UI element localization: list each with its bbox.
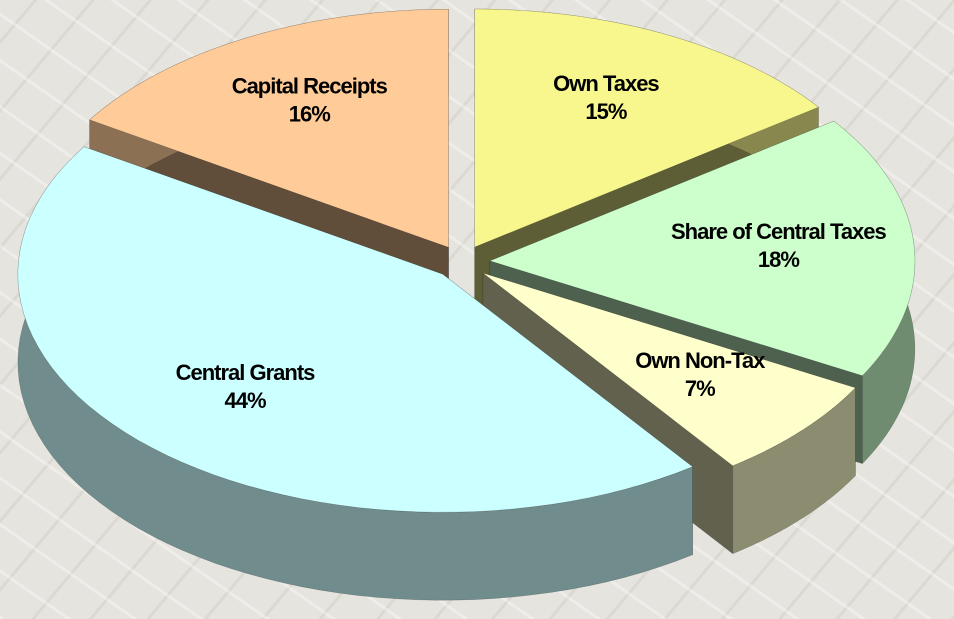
slice-label: Share of Central Taxes	[671, 219, 887, 244]
slice-top	[482, 272, 856, 467]
slice-value-label: 44%	[224, 388, 265, 413]
slice	[17, 146, 694, 601]
slice-label: Own Non-Tax	[635, 348, 766, 373]
slice-value-label: 18%	[758, 247, 799, 272]
slice-top	[89, 9, 449, 248]
slice-top	[474, 8, 820, 248]
slice-value-label: 15%	[585, 99, 626, 124]
slice-value-label: 16%	[289, 101, 330, 126]
slice-label: Capital Receipts	[232, 73, 388, 98]
slice-value-label: 7%	[685, 376, 715, 401]
slice-label: Central Grants	[176, 360, 316, 385]
slice-label: Own Taxes	[553, 71, 659, 96]
slice-top	[17, 146, 694, 513]
slice-top	[489, 120, 916, 376]
